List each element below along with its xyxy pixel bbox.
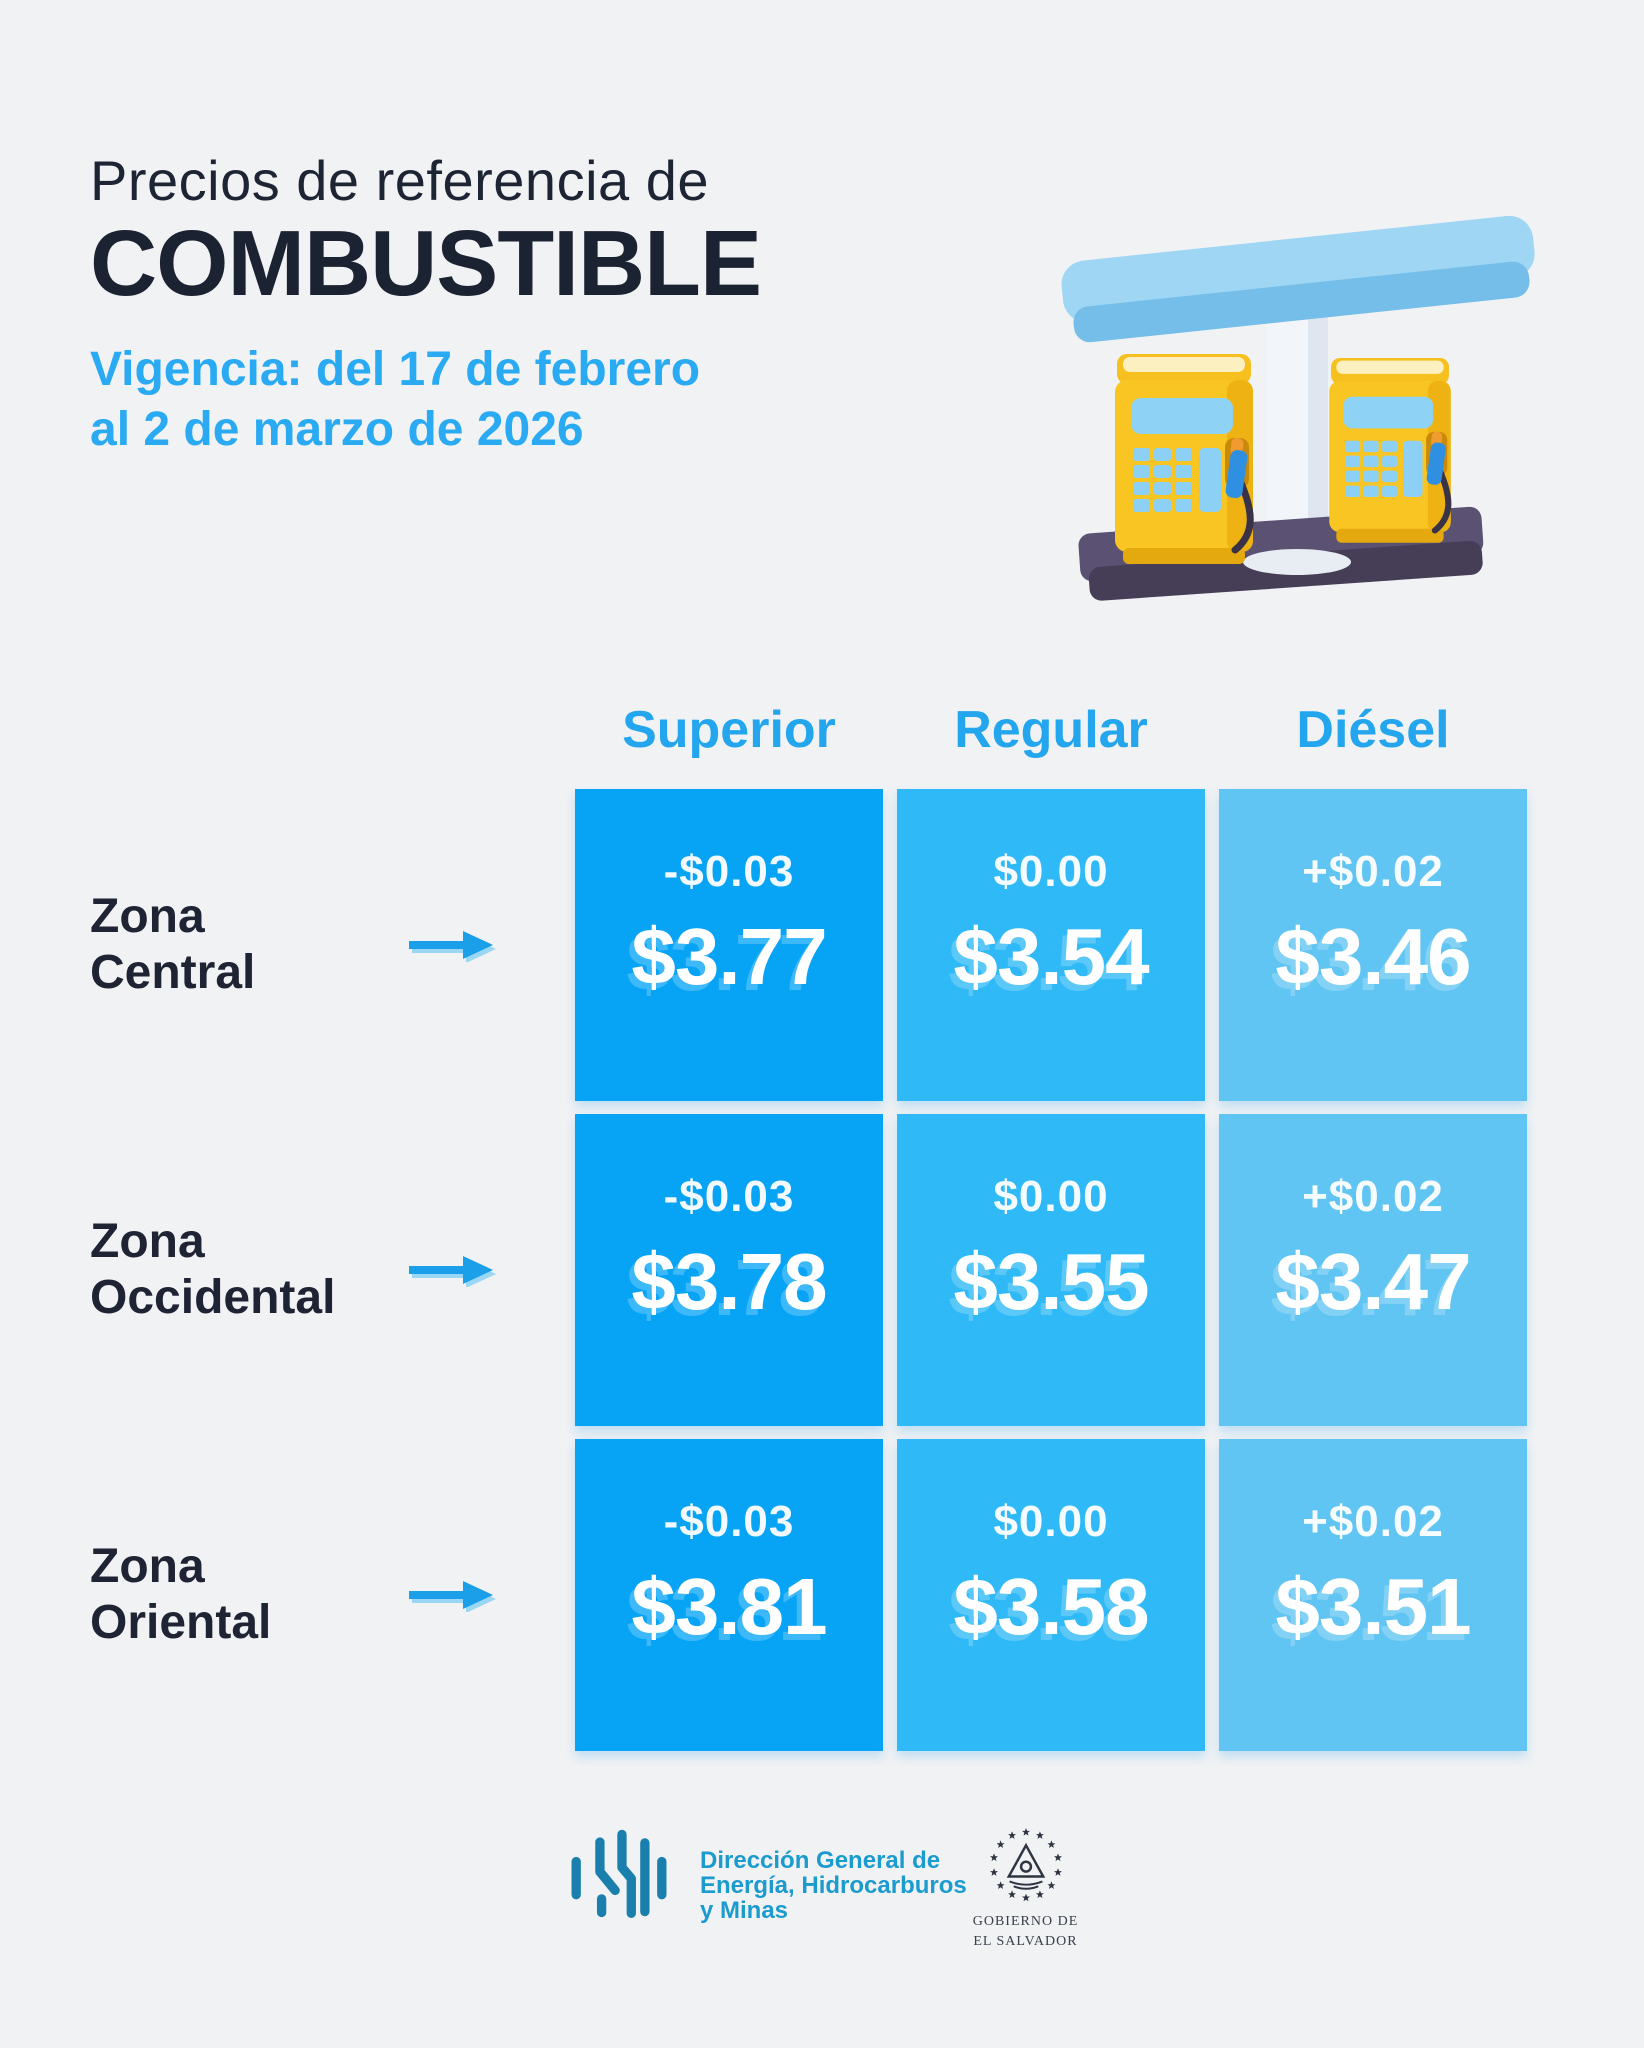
- right-arrow-icon: [409, 931, 496, 962]
- column-header-regular: Regular: [954, 701, 1148, 759]
- agency-name-line3: y Minas: [700, 1897, 789, 1925]
- right-arrow-icon: [409, 1581, 496, 1612]
- zone-name: Zona Oriental: [90, 1540, 272, 1649]
- price-value: $3.54: [953, 912, 1149, 1001]
- column-header-diesel: Diésel: [1296, 701, 1450, 759]
- price-cell-occidental-regular: $0.00 $3.55: [897, 1114, 1205, 1426]
- price-value: $3.47: [1275, 1237, 1471, 1326]
- validity-text: Vigencia: del 17 de febrero al 2 de marz…: [90, 340, 761, 460]
- price-value: $3.77: [631, 912, 827, 1001]
- change-value: +$0.02: [1302, 1497, 1444, 1546]
- price-value: $3.55: [953, 1237, 1149, 1326]
- change-value: +$0.02: [1302, 1172, 1444, 1221]
- footer: Dirección General de Energía, Hidrocarbu…: [0, 1818, 1644, 2018]
- change-value: $0.00: [993, 1497, 1109, 1546]
- government-name: GOBIERNO DE EL SALVADOR: [958, 1912, 1093, 1951]
- agency-name-line2: Energía, Hidrocarburos: [700, 1872, 967, 1900]
- change-value: +$0.02: [1302, 847, 1444, 896]
- zone-name: Zona Central: [90, 890, 256, 999]
- price-value: $3.58: [953, 1562, 1149, 1651]
- change-value: $0.00: [993, 1172, 1109, 1221]
- change-value: -$0.03: [663, 1172, 795, 1221]
- price-cell-occidental-diesel: +$0.02 $3.47: [1219, 1114, 1527, 1426]
- price-value: $3.78: [631, 1237, 827, 1326]
- price-cell-oriental-regular: $0.00 $3.58: [897, 1439, 1205, 1751]
- government-name-line2: EL SALVADOR: [973, 1933, 1078, 1949]
- price-cell-central-diesel: +$0.02 $3.46: [1219, 789, 1527, 1101]
- price-value: $3.81: [631, 1562, 827, 1651]
- table-corner-spacer: [90, 690, 561, 776]
- validity-line1: Vigencia: del 17 de febrero: [90, 343, 701, 396]
- zone-label-occidental: Zona Occidental: [90, 1114, 561, 1426]
- price-cell-central-regular: $0.00 $3.54: [897, 789, 1205, 1101]
- zone-label-central: Zona Central: [90, 789, 561, 1101]
- price-cell-oriental-superior: -$0.03 $3.81: [575, 1439, 883, 1751]
- price-cell-oriental-diesel: +$0.02 $3.51: [1219, 1439, 1527, 1751]
- change-value: -$0.03: [663, 847, 795, 896]
- price-cell-central-superior: -$0.03 $3.77: [575, 789, 883, 1101]
- zone-label-oriental: Zona Oriental: [90, 1439, 561, 1751]
- page-title: Precios de referencia de: [90, 149, 710, 212]
- el-salvador-coat-of-arms: [989, 1828, 1062, 1902]
- change-value: -$0.03: [663, 1497, 795, 1546]
- agency-name: Dirección General de Energía, Hidrocarbu…: [700, 1848, 967, 1924]
- header: Precios de referencia de COMBUSTIBLE Vig…: [90, 148, 762, 460]
- price-value: $3.51: [1275, 1562, 1471, 1651]
- price-cell-occidental-superior: -$0.03 $3.78: [575, 1114, 883, 1426]
- agency-name-line1: Dirección General de: [700, 1847, 941, 1874]
- gas-station-illustration: [1061, 215, 1535, 601]
- change-value: $0.00: [993, 847, 1109, 896]
- column-header-superior: Superior: [622, 701, 836, 759]
- government-name-line1: GOBIERNO DE: [972, 1914, 1079, 1929]
- zone-name: Zona Occidental: [90, 1215, 336, 1324]
- price-table: Superior Regular Diésel Zona Central -$0…: [90, 690, 1527, 1751]
- government-seal: GOBIERNO DE EL SALVADOR: [958, 1824, 1093, 1951]
- page-title-main: COMBUSTIBLE: [90, 211, 762, 315]
- validity-line2: al 2 de marzo de 2026: [90, 403, 584, 456]
- right-arrow-icon: [409, 1256, 496, 1287]
- dgehm-logo: [571, 1829, 667, 1918]
- price-value: $3.46: [1275, 912, 1471, 1001]
